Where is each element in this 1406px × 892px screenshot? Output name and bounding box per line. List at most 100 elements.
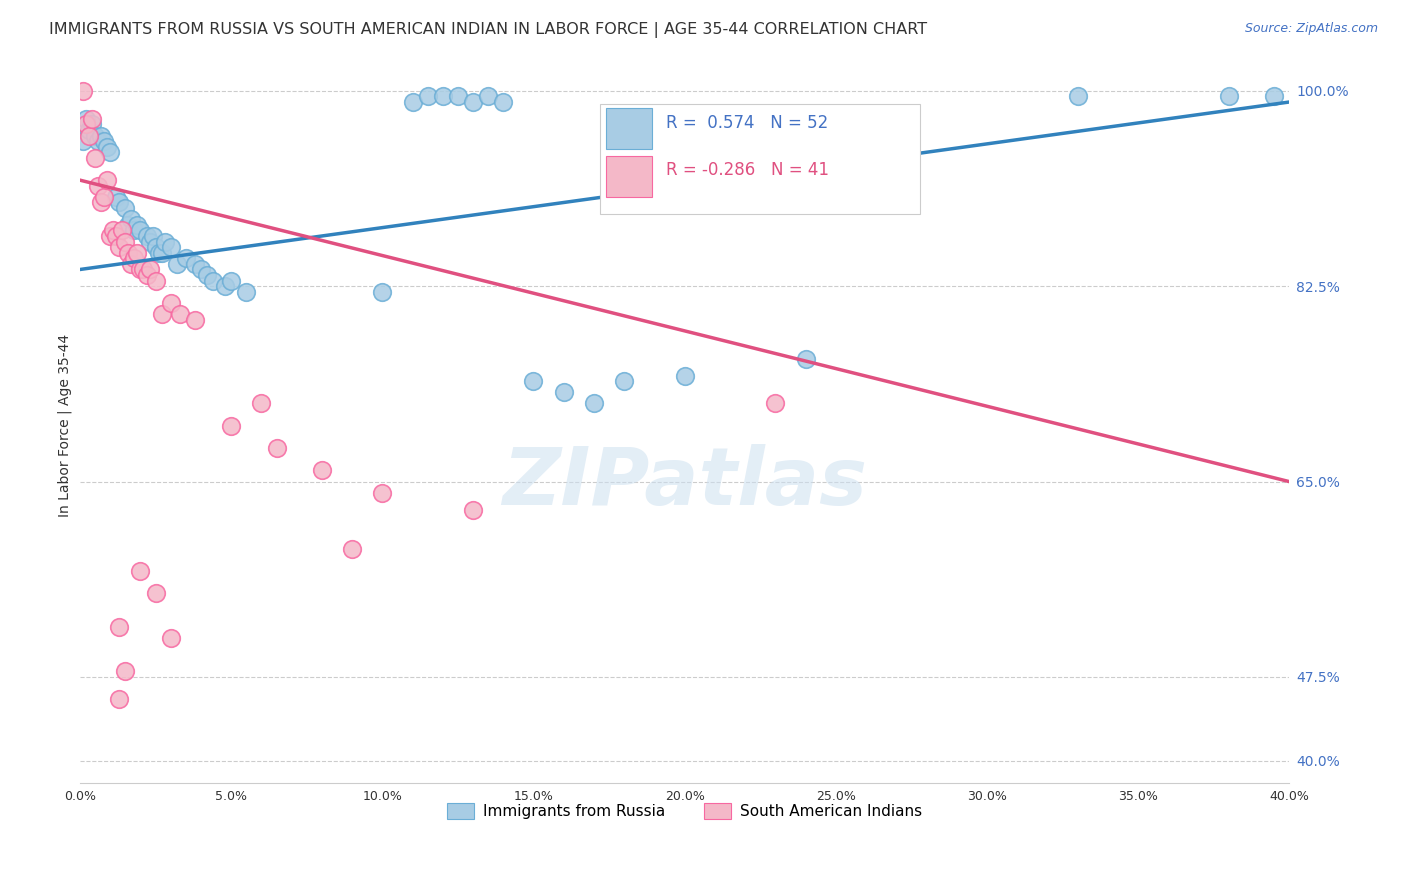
Point — [492, 95, 515, 109]
Point — [1263, 89, 1285, 103]
Point — [340, 541, 363, 556]
Point — [794, 351, 817, 366]
Point — [117, 245, 139, 260]
Point — [105, 229, 128, 244]
Text: ZIPatlas: ZIPatlas — [502, 444, 868, 522]
Point — [82, 112, 104, 126]
Point — [129, 262, 152, 277]
Point — [124, 223, 146, 237]
Point — [432, 89, 454, 103]
Point — [124, 252, 146, 266]
Point — [72, 134, 94, 148]
Point — [159, 240, 181, 254]
Point — [184, 312, 207, 326]
Point — [98, 145, 121, 160]
Point — [219, 418, 242, 433]
Point — [114, 235, 136, 249]
Point — [111, 223, 134, 237]
Point — [87, 178, 110, 193]
Point — [103, 223, 125, 237]
Text: Source: ZipAtlas.com: Source: ZipAtlas.com — [1244, 22, 1378, 36]
Point — [159, 631, 181, 645]
FancyBboxPatch shape — [600, 104, 921, 214]
Point — [98, 229, 121, 244]
Point — [135, 268, 157, 282]
Point — [266, 441, 288, 455]
Point — [763, 396, 786, 410]
Point — [75, 117, 97, 131]
Point — [72, 84, 94, 98]
Text: IMMIGRANTS FROM RUSSIA VS SOUTH AMERICAN INDIAN IN LABOR FORCE | AGE 35-44 CORRE: IMMIGRANTS FROM RUSSIA VS SOUTH AMERICAN… — [49, 22, 928, 38]
Point — [401, 95, 423, 109]
Bar — [606, 108, 652, 149]
Point — [138, 235, 160, 249]
Point — [117, 218, 139, 232]
Point — [84, 128, 107, 143]
Point — [135, 229, 157, 244]
Point — [1218, 89, 1240, 103]
Point — [82, 117, 104, 131]
Point — [145, 586, 167, 600]
Point — [613, 374, 636, 388]
Point — [202, 274, 225, 288]
Point — [145, 240, 167, 254]
Point — [195, 268, 218, 282]
Text: R =  0.574   N = 52: R = 0.574 N = 52 — [666, 113, 828, 131]
Point — [114, 201, 136, 215]
Bar — [606, 156, 652, 197]
Point — [87, 134, 110, 148]
Point — [190, 262, 212, 277]
Legend: Immigrants from Russia, South American Indians: Immigrants from Russia, South American I… — [440, 797, 929, 825]
Point — [108, 195, 131, 210]
Point — [219, 274, 242, 288]
Point — [150, 307, 173, 321]
Point — [77, 123, 100, 137]
Point — [108, 692, 131, 706]
Point — [93, 190, 115, 204]
Point — [582, 396, 605, 410]
Point — [214, 279, 236, 293]
Point — [371, 485, 394, 500]
Point — [522, 374, 544, 388]
Point — [142, 229, 165, 244]
Point — [108, 240, 131, 254]
Point — [120, 257, 142, 271]
Point — [1066, 89, 1088, 103]
Point — [174, 252, 197, 266]
Point — [250, 396, 273, 410]
Point — [77, 128, 100, 143]
Point — [96, 139, 118, 153]
Point — [553, 385, 575, 400]
Point — [132, 262, 155, 277]
Point — [75, 112, 97, 126]
Point — [84, 151, 107, 165]
Point — [150, 245, 173, 260]
Point — [93, 134, 115, 148]
Point — [235, 285, 257, 299]
Text: R = -0.286   N = 41: R = -0.286 N = 41 — [666, 161, 830, 179]
Point — [129, 223, 152, 237]
Y-axis label: In Labor Force | Age 35-44: In Labor Force | Age 35-44 — [58, 334, 72, 517]
Point — [105, 190, 128, 204]
Point — [90, 195, 112, 210]
Point — [90, 128, 112, 143]
Point — [159, 296, 181, 310]
Point — [114, 665, 136, 679]
Point — [127, 218, 149, 232]
Point — [371, 285, 394, 299]
Point — [311, 463, 333, 477]
Point — [129, 564, 152, 578]
Point — [153, 235, 176, 249]
Point — [673, 368, 696, 383]
Point — [447, 89, 470, 103]
Point — [138, 262, 160, 277]
Point — [145, 274, 167, 288]
Point — [477, 89, 499, 103]
Point — [120, 212, 142, 227]
Point — [148, 245, 170, 260]
Point — [127, 245, 149, 260]
Point — [169, 307, 191, 321]
Point — [416, 89, 439, 103]
Point — [461, 502, 484, 516]
Point — [108, 620, 131, 634]
